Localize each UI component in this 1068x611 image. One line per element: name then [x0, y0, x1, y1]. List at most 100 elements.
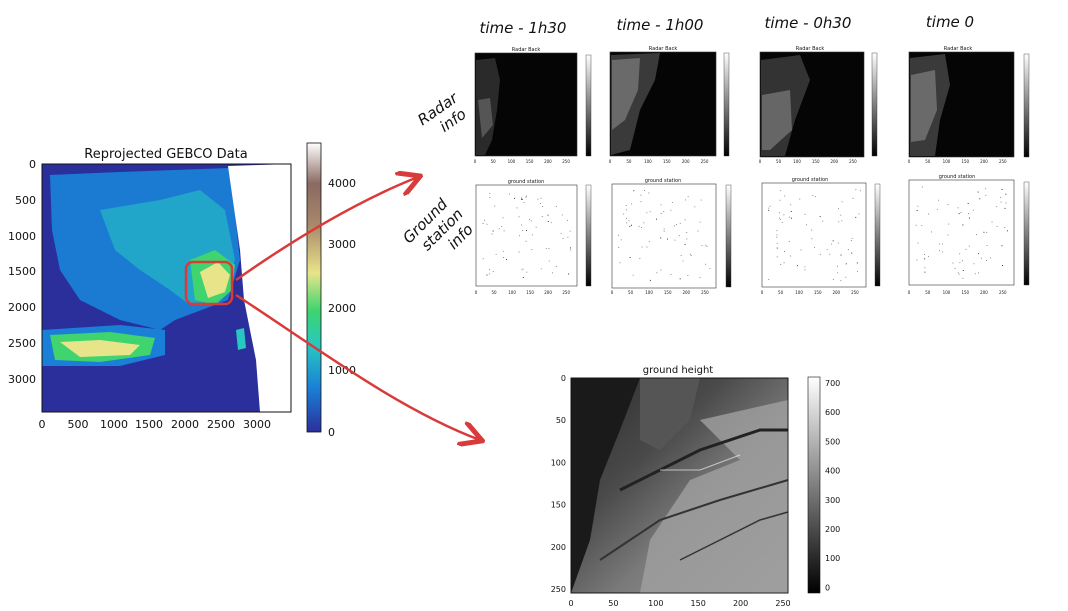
station-dot: [837, 272, 839, 274]
gebco-corsica: [236, 328, 246, 350]
station-dot: [990, 257, 991, 259]
station-dot: [931, 231, 932, 233]
station-dot: [983, 231, 985, 233]
station-dot: [832, 240, 834, 242]
small-plot-tick: 250: [701, 290, 709, 295]
row-label-radar: Radar info: [414, 88, 469, 135]
station-dot: [855, 216, 857, 218]
station-dot: [917, 242, 919, 244]
ground-height-plot: ground height: [570, 365, 821, 594]
station-dot: [503, 257, 504, 258]
radar-plot-1-title: Radar Back: [512, 47, 541, 53]
station-dot: [518, 251, 520, 253]
station-dot: [545, 247, 547, 249]
station-dot: [978, 272, 979, 274]
station-dot: [641, 227, 642, 228]
small-plot-tick: 0: [908, 159, 911, 164]
station-dot: [521, 269, 523, 271]
small-plot-tick: 50: [626, 159, 632, 164]
station-dots: [482, 186, 1008, 282]
gebco-nodata: [228, 164, 291, 412]
station-dot: [525, 240, 527, 242]
station-dot: [629, 225, 631, 227]
station-dot: [482, 223, 484, 224]
station-dot: [521, 199, 523, 200]
station-dot: [958, 213, 960, 215]
station-dot: [678, 235, 680, 237]
station-dot: [1006, 230, 1008, 232]
small-plot-tick: 50: [491, 159, 497, 164]
column-label-1h00: time - 1h00: [617, 16, 704, 34]
gebco-alps-peaks: [200, 262, 230, 298]
station-dot: [837, 265, 838, 267]
station-dot: [537, 198, 539, 200]
station-dot: [1000, 196, 1002, 198]
station-dot: [928, 213, 929, 215]
column-label-time0: time 0: [926, 13, 974, 31]
gh-ytick: 200: [551, 543, 566, 552]
station-dot: [1005, 193, 1007, 195]
station-plot-1-title: ground station: [508, 179, 545, 185]
station-dot: [959, 253, 961, 255]
gebco-south-peaks: [60, 340, 140, 357]
station-dot: [676, 224, 677, 225]
station-dot: [979, 198, 981, 200]
station-dot: [852, 197, 854, 199]
station-dot: [921, 225, 923, 226]
small-plot-tick: 0: [475, 290, 478, 295]
station-dot: [812, 195, 814, 196]
station-dot: [489, 192, 491, 194]
station-dot: [489, 197, 491, 198]
gh-xtick: 50: [608, 599, 618, 608]
station-dot: [986, 231, 988, 233]
gebco-ytick-6: 3000: [8, 373, 36, 386]
station-dot: [501, 226, 502, 227]
station-dot: [831, 243, 833, 245]
gh-xtick: 250: [775, 599, 790, 608]
station-dot: [791, 217, 792, 219]
station-dot: [957, 272, 959, 274]
station-dot: [656, 272, 658, 274]
small-plot-tick: 50: [778, 290, 784, 295]
station-dot: [1005, 202, 1007, 204]
station-dot: [962, 270, 964, 271]
station-dot: [526, 195, 527, 197]
station-plot-2-title: ground station: [645, 178, 682, 184]
station-dot: [768, 207, 770, 209]
station-dot: [996, 206, 998, 208]
small-plot-tick: 150: [526, 290, 534, 295]
gh-cbar-tick: 100: [825, 554, 840, 563]
station-dot: [489, 269, 490, 271]
gh-cbar-tick: 400: [825, 467, 840, 476]
station-dot: [938, 243, 940, 245]
station-dot: [968, 245, 970, 247]
station-dot: [618, 234, 619, 236]
station-dot: [838, 208, 839, 210]
station-dot: [924, 258, 926, 260]
station-dot: [915, 224, 917, 226]
station-dot: [976, 234, 977, 235]
station-dot: [521, 224, 522, 226]
gh-cbar-tick: 500: [825, 437, 840, 446]
station-dot: [938, 199, 940, 201]
station-dot: [851, 252, 853, 254]
station-dot: [542, 206, 544, 207]
gebco-xtick-4: 2000: [171, 418, 199, 431]
small-plot-tick: 200: [544, 290, 552, 295]
station-dot: [804, 269, 806, 271]
station-dot: [684, 219, 686, 221]
station-dot: [789, 216, 790, 218]
station-dot: [526, 230, 527, 231]
station-dot: [776, 256, 778, 258]
gebco-y-ticks: 0 500 1000 1500 2000 2500 3000: [8, 158, 36, 386]
station-dot: [699, 277, 701, 279]
station-dot: [840, 280, 842, 282]
gebco-x-ticks: 0 500 1000 1500 2000 2500 3000: [39, 418, 272, 431]
small-plot-tick: 250: [562, 159, 570, 164]
station-dot: [625, 205, 627, 206]
small-plot-tick: 100: [508, 159, 516, 164]
station-dot: [954, 267, 956, 269]
station-dot: [667, 238, 668, 240]
station-dot: [699, 221, 701, 223]
small-plot-tick: 100: [943, 159, 951, 164]
